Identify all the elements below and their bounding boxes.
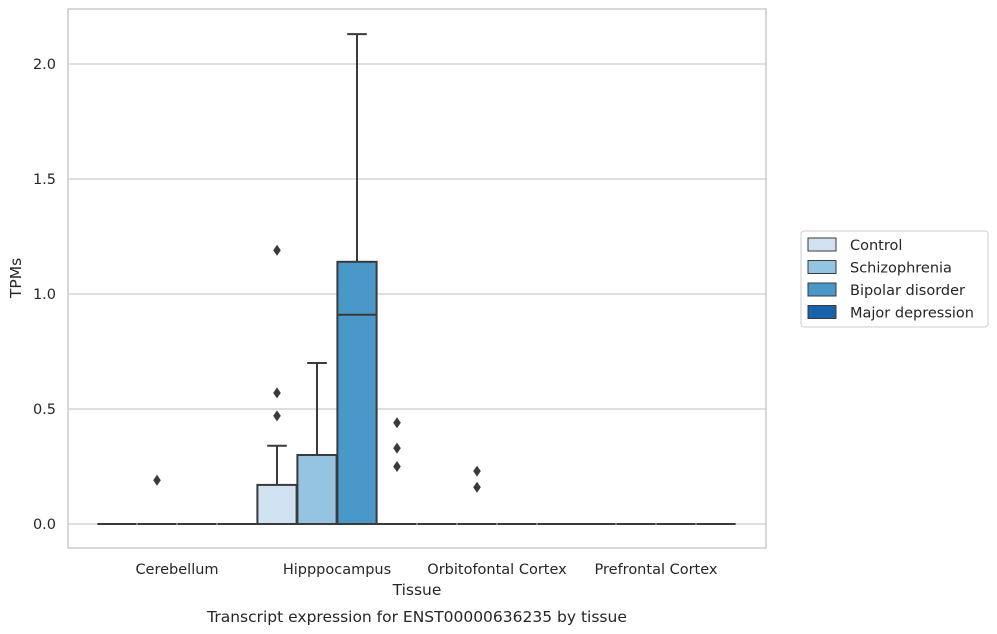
outlier-point: [273, 410, 281, 422]
legend: Control Schizophrenia Bipolar disorder Majo…: [800, 230, 989, 328]
legend-label: Bipolar disorder: [850, 283, 965, 299]
legend-swatch: [807, 237, 837, 252]
outlier-point: [473, 481, 481, 493]
x-tick-label: Cerebellum: [135, 562, 218, 578]
x-tick-label: Orbitofontal Cortex: [427, 562, 567, 578]
legend-label: Schizophrenia: [850, 261, 952, 277]
y-tick-label: 0.0: [33, 517, 56, 533]
y-tick-label: 1.5: [33, 172, 56, 188]
outlier-point: [393, 417, 401, 429]
legend-swatch: [807, 282, 837, 297]
box-iqr: [256, 483, 298, 525]
legend-label: Major depression: [850, 306, 974, 322]
box-iqr: [296, 454, 338, 525]
y-tick-label: 0.5: [33, 402, 56, 418]
outlier-point: [273, 244, 281, 256]
outlier-point: [393, 461, 401, 472]
x-axis-ticks: Cerebellum Hipppocampus Orbitofontal Corte…: [135, 562, 717, 578]
x-tick-label: Prefrontal Cortex: [595, 562, 718, 578]
y-axis-label: TPMs: [7, 258, 25, 299]
box-schizophrenia: [137, 474, 177, 525]
legend-swatch: [807, 260, 837, 274]
grid-lines: [68, 63, 766, 525]
legend-frame: [800, 230, 989, 328]
box-bipolar-disorder: [336, 33, 378, 525]
chart-caption: Transcript expression for ENST0000063623…: [206, 608, 627, 626]
box-iqr: [336, 260, 378, 525]
box-control: [256, 244, 298, 525]
y-tick-label: 1.0: [33, 287, 56, 303]
outlier-point: [153, 474, 161, 486]
legend-label: Control: [850, 238, 902, 254]
plot-frame: [67, 8, 767, 549]
box-major-depression: [377, 417, 417, 525]
y-tick-label: 2.0: [33, 57, 56, 73]
outlier-point: [473, 465, 481, 477]
x-tick-label: Hipppocampus: [283, 562, 391, 578]
x-axis-label: Tissue: [392, 581, 442, 599]
legend-swatch: [807, 305, 837, 319]
y-axis-ticks: 0.0 0.5 1.0 1.5 2.0: [33, 57, 56, 533]
box-schizophrenia: [296, 362, 338, 525]
box-series: [97, 33, 736, 525]
box-schizophrenia: [457, 465, 497, 525]
outlier-point: [393, 442, 401, 454]
outlier-point: [273, 387, 281, 399]
